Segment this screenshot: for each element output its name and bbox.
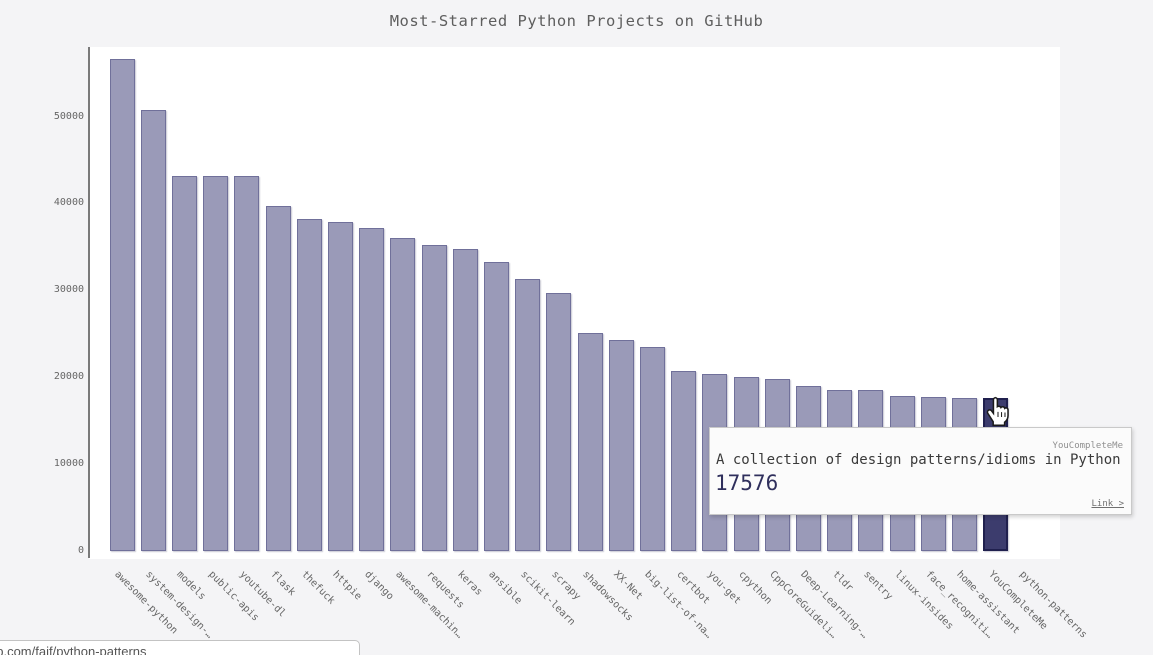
bar-XX-Net[interactable] [608,339,634,551]
y-tick-label: 30000 [53,284,84,296]
bar-requests[interactable] [421,245,447,551]
x-tick-label: tldr [829,569,855,594]
bar-models[interactable] [171,175,197,551]
bar-public-apis[interactable] [203,176,229,551]
bar-keras[interactable] [452,249,478,551]
x-tick-label: linux-insides [892,569,956,633]
y-tick-label: 10000 [53,458,84,470]
bar-django[interactable] [359,227,385,551]
plot-area [89,47,1060,559]
bar-flask[interactable] [265,206,291,551]
status-url-text: ub.com/faif/python-patterns [0,644,147,655]
bar-certbot[interactable] [671,371,697,551]
chart-title: Most-Starred Python Projects on GitHub [389,12,764,30]
y-tick-label: 20000 [53,371,84,383]
bar-shadowsocks[interactable] [577,332,603,551]
x-tick-label: scikit-learn [517,569,577,628]
bar-awesome-machin…[interactable] [390,238,416,551]
x-tick-label: YouCompleteMe [985,569,1049,633]
bar-thefuck[interactable] [296,219,322,551]
status-url-popup: ub.com/faif/python-patterns [0,640,360,655]
y-tick-label: 50000 [53,110,84,122]
tooltip-value: 17576 [715,471,779,495]
x-tick-label: flask [268,569,298,599]
tooltip-link[interactable]: Link > [1091,499,1124,509]
y-tick-label: 40000 [53,197,84,209]
tooltip-series-label: YouCompleteMe [1052,441,1123,451]
bar-big-list-of-na…[interactable] [639,346,665,551]
y-tick-label: 0 [77,545,84,556]
hover-tooltip: YouCompleteMe A collection of design pat… [709,427,1132,515]
tooltip-description: A collection of design patterns/idioms i… [716,452,1121,468]
x-tick-label: django [361,569,396,603]
bar-youtube-dl[interactable] [234,176,260,551]
y-axis-line [88,47,90,558]
bar-scikit-learn[interactable] [515,279,541,551]
bar-ansible[interactable] [483,261,509,551]
x-tick-label: keras [455,569,485,599]
bar-scrapy[interactable] [546,292,572,551]
cursor-pointer-icon [986,396,1009,427]
x-tick-label: sentry [861,569,895,603]
bar-system-design-…[interactable] [140,110,166,551]
bar-httpie[interactable] [327,221,353,551]
bar-awesome-python[interactable] [109,59,135,551]
